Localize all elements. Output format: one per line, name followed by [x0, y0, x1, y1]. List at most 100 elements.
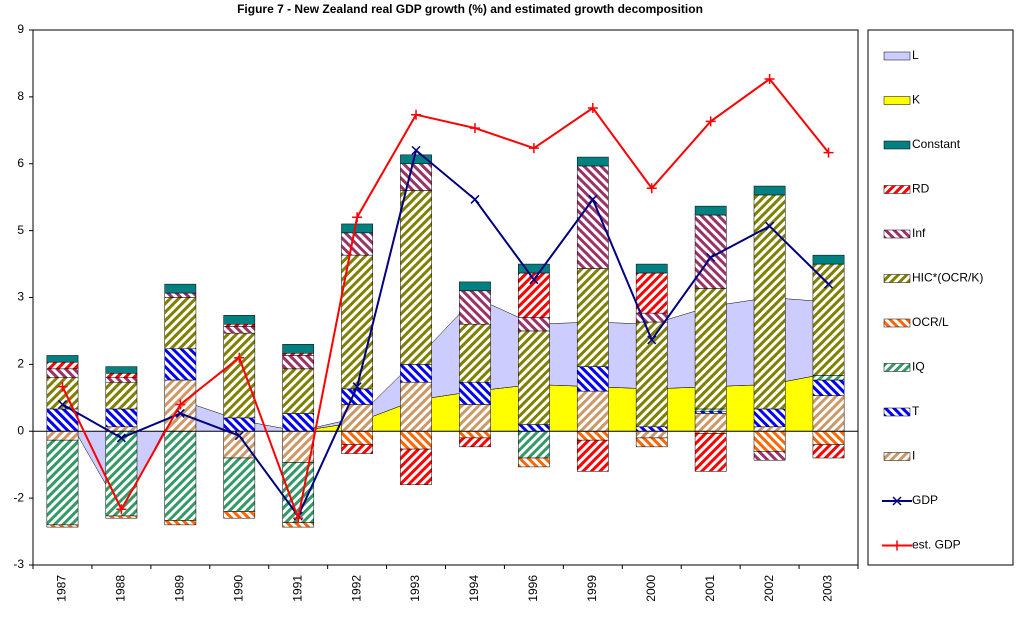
legend-swatch: [883, 452, 911, 461]
plot-area: [32, 29, 859, 566]
legend-label: I: [912, 449, 915, 463]
chart-title: Figure 7 - New Zealand real GDP growth (…: [237, 2, 703, 16]
bar-segment: [459, 281, 491, 292]
y-tick-label: 8: [17, 89, 24, 103]
bar-segment: [223, 511, 256, 519]
bar-segment: [576, 431, 609, 441]
marker: [647, 335, 657, 345]
bar-segment: [341, 223, 373, 234]
bar-segment: [46, 408, 79, 432]
bar-segment: [576, 268, 609, 367]
bar-segment: [518, 330, 550, 425]
bar-segment: [46, 361, 79, 370]
legend-swatch: [883, 51, 911, 61]
marker: [57, 399, 67, 410]
bar-segment: [635, 426, 668, 432]
marker: [529, 275, 539, 285]
legend-swatch: [883, 185, 911, 194]
bar-segment: [576, 439, 609, 472]
bar-segment: [223, 324, 256, 327]
marker: [765, 221, 775, 231]
bar-segment: [105, 377, 138, 383]
bar-segment: [46, 431, 79, 441]
legend-swatch: [883, 318, 911, 328]
legend-label: IQ: [912, 360, 925, 374]
bar-segment: [164, 520, 197, 526]
legend-swatch: [883, 96, 911, 105]
marker: [528, 143, 539, 154]
y-tick-label: 3: [17, 290, 24, 304]
x-tick-label: 1992: [349, 575, 363, 602]
line: [61, 77, 830, 522]
legend-swatch: [883, 140, 911, 150]
marker: [705, 116, 716, 127]
marker: [646, 183, 657, 194]
legend-swatch: [883, 229, 911, 239]
bar-segment: [46, 524, 79, 528]
marker: [234, 431, 244, 441]
bar-segment: [694, 410, 727, 414]
marker: [116, 504, 127, 515]
bar-segment: [223, 332, 256, 419]
y-tick-label: 2: [17, 357, 24, 371]
bar-segment: [282, 352, 315, 356]
marker: [823, 147, 834, 158]
bar-segment: [635, 272, 668, 314]
x-tick-label: 2001: [703, 575, 717, 602]
y-tick-label: -3: [13, 557, 24, 571]
bar-segment: [282, 522, 315, 528]
legend-label: T: [912, 404, 920, 418]
bar-segment: [164, 348, 197, 381]
legend-swatch: [883, 407, 911, 417]
legend-label: Inf: [912, 226, 926, 240]
legend-label: GDP: [912, 493, 938, 507]
bar-segment: [400, 381, 432, 432]
marker: [706, 252, 716, 262]
bar-segment: [400, 163, 432, 191]
bar-segment: [518, 431, 550, 459]
bar-segment: [753, 185, 786, 196]
marker: [352, 382, 362, 392]
bar-segment: [635, 431, 668, 439]
y-tick-label: 6: [17, 156, 24, 170]
bar-segment: [812, 263, 845, 376]
bar-segment: [164, 283, 197, 294]
marker: [411, 109, 422, 120]
bar-segment: [46, 439, 79, 526]
x-tick-label: 1994: [467, 575, 481, 602]
bar-segment: [753, 426, 786, 432]
legend-swatch: [883, 363, 911, 372]
bar-segment: [812, 444, 845, 459]
bar-segment: [105, 515, 138, 519]
legend: L K Constant RD Inf HIC*(OCR/K) OCR/L IQ T I GDP es…: [867, 29, 1014, 566]
bar-segment: [400, 448, 432, 486]
bar-segment: [105, 431, 138, 517]
bar-segment: [282, 431, 315, 463]
bar-segment: [223, 457, 256, 512]
marker: [293, 513, 304, 524]
bar-segment: [694, 408, 727, 412]
bar-segment: [518, 263, 550, 274]
x-tick-label: 1999: [585, 575, 599, 602]
bar-segment: [694, 288, 727, 410]
bar-segment: [459, 324, 491, 383]
bar-segment: [105, 426, 138, 432]
legend-label: est. GDP: [912, 538, 961, 552]
marker: [892, 540, 902, 551]
bar-segment: [105, 366, 138, 374]
marker: [352, 212, 363, 223]
x-tick-label: 1993: [408, 575, 422, 602]
x-tick-label: 2002: [762, 575, 776, 602]
x-tick-label: 1990: [231, 575, 245, 602]
bar-segment: [164, 297, 197, 350]
bar-segment: [164, 292, 197, 298]
y-tick-label: 5: [17, 223, 24, 237]
marker: [411, 145, 421, 155]
bar-segment: [282, 344, 315, 354]
bar-segment: [282, 413, 315, 432]
legend-label: L: [912, 48, 919, 62]
bar-segment: [223, 417, 256, 432]
bar-segment: [223, 326, 256, 334]
bar-segment: [400, 154, 432, 164]
